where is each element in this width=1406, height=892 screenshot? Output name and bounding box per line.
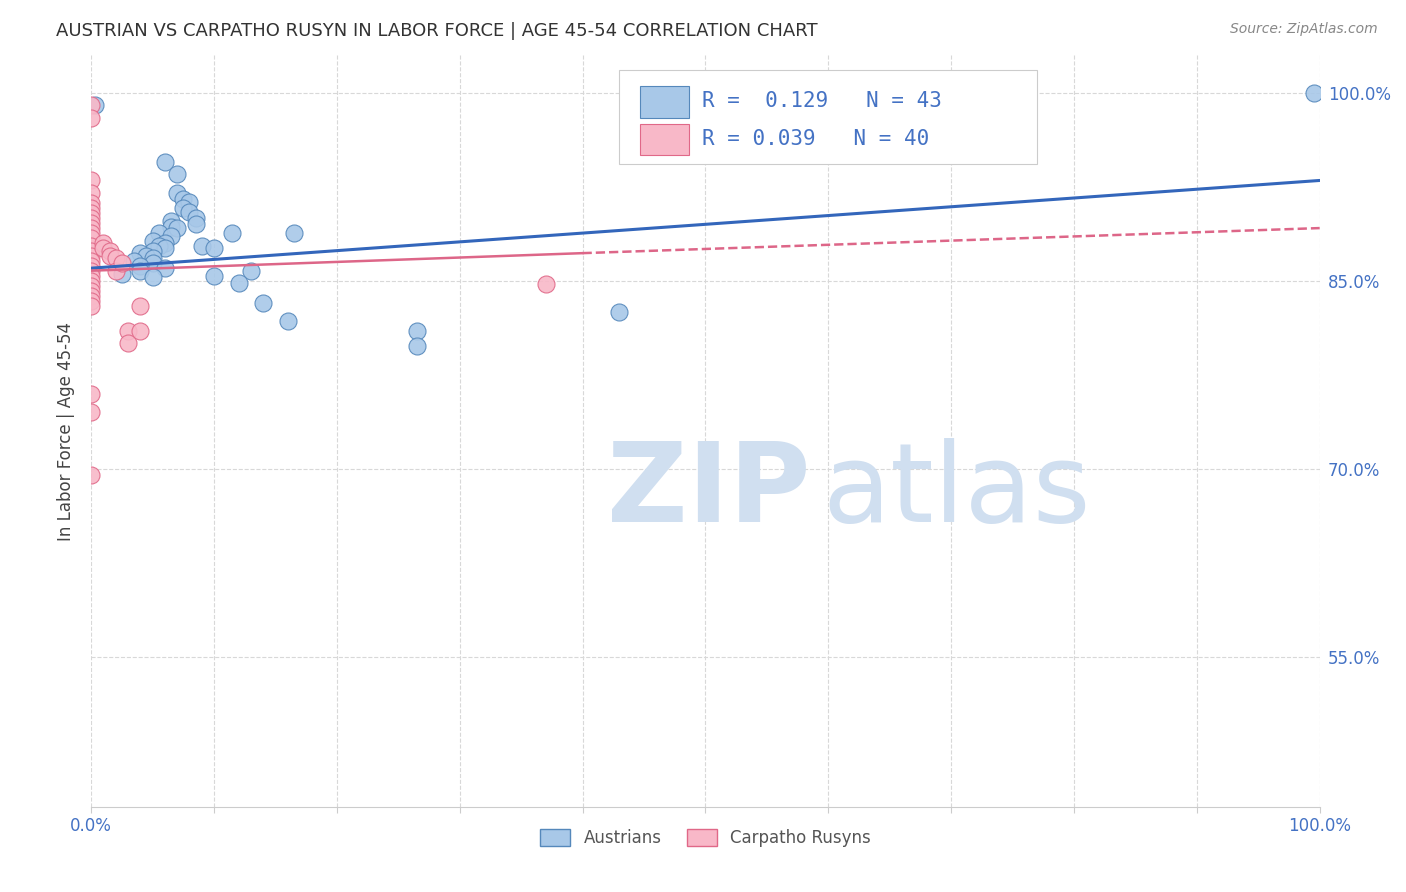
Point	[153, 241, 176, 255]
Point	[80, 263, 103, 277]
Point	[166, 167, 188, 181]
Text: atlas: atlas	[823, 438, 1091, 545]
Point	[98, 249, 121, 263]
Point	[148, 226, 170, 240]
Point	[80, 231, 103, 245]
Text: ZIP: ZIP	[607, 438, 810, 545]
Point	[405, 324, 427, 338]
Point	[142, 244, 165, 258]
Point	[80, 289, 103, 303]
Point	[142, 251, 165, 265]
Point	[80, 278, 103, 293]
Point	[172, 192, 194, 206]
Point	[221, 226, 243, 240]
Point	[80, 221, 103, 235]
Point	[153, 261, 176, 276]
Point	[93, 241, 115, 255]
Point	[80, 299, 103, 313]
FancyBboxPatch shape	[620, 70, 1038, 164]
Point	[277, 314, 299, 328]
Point	[166, 186, 188, 200]
Point	[190, 238, 212, 252]
Point	[405, 339, 427, 353]
Point	[202, 268, 225, 283]
Point	[80, 244, 103, 258]
Point	[93, 236, 115, 251]
Point	[98, 244, 121, 258]
Text: Source: ZipAtlas.com: Source: ZipAtlas.com	[1230, 22, 1378, 37]
Point	[80, 211, 103, 225]
Point	[1302, 86, 1324, 100]
Point	[153, 154, 176, 169]
Point	[80, 249, 103, 263]
Point	[80, 293, 103, 308]
Point	[80, 284, 103, 298]
Point	[80, 226, 103, 240]
Point	[252, 296, 274, 310]
Point	[80, 173, 103, 187]
Point	[80, 238, 103, 252]
Point	[179, 194, 201, 209]
Point	[80, 268, 103, 283]
Point	[534, 277, 557, 292]
Point	[104, 251, 127, 265]
Point	[80, 98, 103, 112]
Point	[111, 268, 134, 282]
Point	[148, 238, 170, 252]
Point	[153, 236, 176, 251]
Point	[80, 206, 103, 220]
Point	[83, 98, 105, 112]
Point	[80, 196, 103, 211]
Point	[117, 336, 139, 351]
Point	[142, 234, 165, 248]
Point	[122, 253, 145, 268]
Point	[172, 201, 194, 215]
Point	[239, 263, 262, 277]
Point	[80, 405, 103, 419]
Point	[160, 213, 183, 227]
Point	[80, 253, 103, 268]
Point	[104, 263, 127, 277]
Point	[80, 111, 103, 125]
Point	[117, 324, 139, 338]
Point	[80, 216, 103, 230]
Point	[166, 221, 188, 235]
Point	[202, 241, 225, 255]
Point	[135, 249, 157, 263]
Point	[80, 386, 103, 401]
Bar	[640, 124, 689, 155]
Point	[142, 256, 165, 270]
Point	[80, 467, 103, 482]
Point	[80, 274, 103, 288]
Y-axis label: In Labor Force | Age 45-54: In Labor Force | Age 45-54	[58, 322, 75, 541]
Point	[80, 186, 103, 200]
Point	[184, 211, 207, 225]
Point	[283, 226, 305, 240]
Point	[179, 204, 201, 219]
Point	[609, 305, 631, 319]
Point	[129, 299, 152, 313]
Bar	[640, 86, 689, 118]
Point	[228, 277, 250, 291]
Point	[184, 217, 207, 231]
Point	[129, 324, 152, 338]
Point	[142, 269, 165, 284]
Point	[80, 259, 103, 273]
Text: R =  0.129   N = 43: R = 0.129 N = 43	[702, 91, 942, 111]
Point	[80, 201, 103, 215]
Point	[129, 246, 152, 260]
Legend: Austrians, Carpatho Rusyns: Austrians, Carpatho Rusyns	[531, 821, 879, 855]
Text: R = 0.039   N = 40: R = 0.039 N = 40	[702, 128, 929, 149]
Point	[129, 259, 152, 273]
Point	[129, 263, 152, 277]
Point	[111, 256, 134, 270]
Point	[160, 228, 183, 243]
Text: AUSTRIAN VS CARPATHO RUSYN IN LABOR FORCE | AGE 45-54 CORRELATION CHART: AUSTRIAN VS CARPATHO RUSYN IN LABOR FORC…	[56, 22, 818, 40]
Point	[160, 219, 183, 234]
